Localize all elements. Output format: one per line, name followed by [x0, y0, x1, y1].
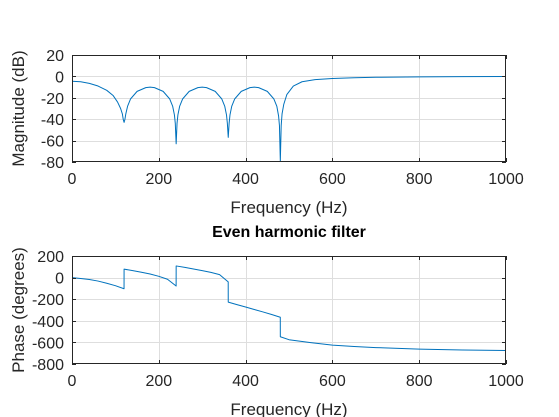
phase-x-tick-label: 600 — [319, 373, 346, 390]
magnitude-y-tick-label: -20 — [41, 91, 64, 108]
magnitude-x-tick-label: 1000 — [488, 171, 524, 188]
magnitude-x-tick-label: 600 — [319, 171, 346, 188]
magnitude-y-tick-label: 0 — [55, 69, 64, 86]
phase-y-tick-label: 200 — [37, 249, 64, 266]
phase-y-tick-label: -200 — [32, 292, 64, 309]
magnitude-x-tick-label: 400 — [232, 171, 259, 188]
magnitude-axes-box — [72, 55, 506, 162]
magnitude-y-tick-label: 20 — [46, 48, 64, 65]
phase-y-tick-label: -600 — [32, 335, 64, 352]
magnitude-axes-background — [72, 55, 506, 162]
phase-y-tick-label: 0 — [55, 271, 64, 288]
magnitude-y-tick-label: -60 — [41, 134, 64, 151]
magnitude-x-tick-label: 200 — [145, 171, 172, 188]
phase-y-tick-label: -800 — [32, 357, 64, 374]
phase-x-tick-label: 400 — [232, 373, 259, 390]
magnitude-x-tick-label: 800 — [406, 171, 433, 188]
magnitude-series-line — [71, 76, 507, 162]
phase-y-axis-label: Phase (degrees) — [9, 247, 28, 373]
phase-axes-box — [72, 256, 506, 364]
magnitude-plot: 0 200 400 600 800 1000 -80 -60 -40 -20 0 20 Frequenc… — [9, 48, 524, 217]
phase-x-tick-label: 0 — [68, 373, 77, 390]
phase-y-tick-label: -400 — [32, 314, 64, 331]
phase-title: Even harmonic filter — [212, 224, 366, 241]
phase-axes-background — [72, 256, 506, 364]
phase-x-tick-label: 800 — [406, 373, 433, 390]
phase-x-axis-label: Frequency (Hz) — [230, 400, 347, 417]
phase-x-tick-label: 1000 — [488, 373, 524, 390]
phase-plot: 0 200 400 600 800 1000 -800 -600 -400 -200 0 200 Fre… — [9, 224, 524, 417]
magnitude-x-axis-label: Frequency (Hz) — [230, 198, 347, 217]
magnitude-y-axis-label: Magnitude (dB) — [9, 50, 28, 166]
magnitude-x-tick-label: 0 — [68, 171, 77, 188]
magnitude-y-tick-label: -40 — [41, 112, 64, 129]
phase-series-line — [71, 265, 507, 351]
magnitude-y-tick-label: -80 — [41, 155, 64, 172]
phase-x-tick-label: 200 — [145, 373, 172, 390]
